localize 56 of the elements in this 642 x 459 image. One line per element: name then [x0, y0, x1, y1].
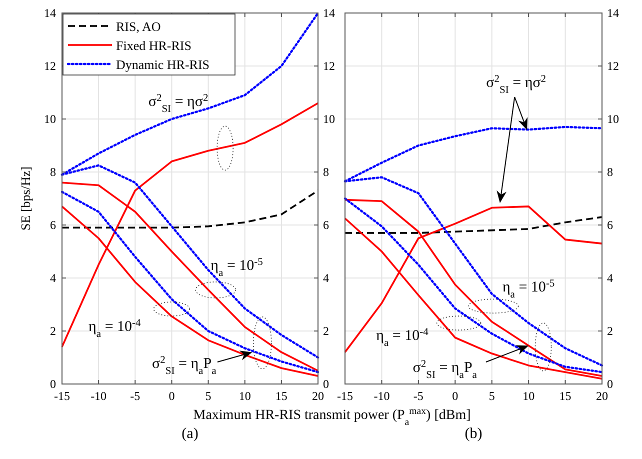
- y-tick-label: 4: [50, 271, 56, 285]
- legend-label: Fixed HR-RIS: [116, 38, 192, 53]
- y-tick-label: 6: [50, 218, 56, 232]
- y2-tick-label: 14: [323, 6, 335, 20]
- line-series: [344, 216, 603, 234]
- x-tick-label: 0: [168, 389, 175, 403]
- text: (b): [464, 426, 482, 442]
- annotation: σ$^{2}$$_{SI}$ = ησ$^{2}$: [486, 74, 546, 96]
- x-tick-label: 10: [522, 389, 535, 403]
- legend-label: RIS, AO: [116, 19, 161, 34]
- x-tick-label: 15: [559, 389, 572, 403]
- y-axis-title: SE [bps/Hz]: [18, 166, 33, 230]
- y-tick-label: 10: [607, 112, 619, 126]
- annotation: η$_{a}$ = 10$^{-5}$: [210, 256, 263, 279]
- x-tick-label: 20: [596, 389, 608, 403]
- y-tick-label: 10: [44, 112, 56, 126]
- x-tick-label: -5: [130, 389, 140, 403]
- y-tick-label: 2: [50, 324, 56, 338]
- x-tick-label: 20: [312, 389, 324, 403]
- x-tick-label: 10: [238, 389, 251, 403]
- x-tick-label: -10: [374, 389, 390, 403]
- y-tick-label: 8: [607, 165, 613, 179]
- annotation: σ$^{2}$$_{SI}$ = η$_{a}$P$_{a}$: [152, 354, 217, 377]
- y-tick-label: 0: [50, 377, 56, 391]
- y-tick-label: 2: [607, 324, 613, 338]
- x-tick-label: 15: [275, 389, 288, 403]
- y-tick-label: 14: [44, 6, 56, 20]
- y2-tick-label: 10: [323, 112, 335, 126]
- y2-tick-label: 8: [323, 165, 329, 179]
- y2-tick-label: 4: [323, 271, 329, 285]
- y-tick-label: 12: [44, 59, 56, 73]
- y2-tick-label: 6: [323, 218, 329, 232]
- x-tick-label: -15: [337, 389, 353, 403]
- x-tick-label: -10: [90, 389, 107, 403]
- annotation: σ$^{2}$$_{SI}$ = η$_{a}$P$_{a}$: [412, 358, 478, 381]
- annotation: σ$^{2}$$_{SI}$ = ησ$^{2}$: [148, 92, 208, 114]
- y2-tick-label: 0: [323, 377, 329, 391]
- y-tick-label: 4: [607, 271, 613, 285]
- y-tick-label: 0: [607, 377, 613, 391]
- annotation: η$_{a}$ = 10$^{-4}$: [88, 318, 142, 340]
- x-axis-title: Maximum HR-RIS transmit power (P$_{a}$$^{max}$) [dBm]: [193, 406, 471, 428]
- y-tick-label: 8: [50, 165, 56, 179]
- annotation: η$_{a}$ = 10$^{-4}$: [376, 326, 430, 349]
- x-tick-label: 5: [488, 389, 495, 403]
- y-tick-label: 14: [607, 6, 619, 20]
- text: (a): [182, 426, 198, 442]
- y2-tick-label: 12: [323, 59, 335, 73]
- x-tick-label: -5: [413, 389, 424, 403]
- x-tick-label: 0: [452, 389, 458, 403]
- y-tick-label: 12: [607, 59, 619, 73]
- legend-label: Dynamic HR-RIS: [116, 57, 210, 72]
- y-tick-label: 6: [607, 218, 613, 232]
- x-tick-label: -15: [54, 389, 70, 403]
- x-tick-label: 5: [205, 389, 212, 403]
- y2-tick-label: 2: [323, 324, 329, 338]
- annotation: η$_{a}$ = 10$^{-5}$: [502, 278, 555, 300]
